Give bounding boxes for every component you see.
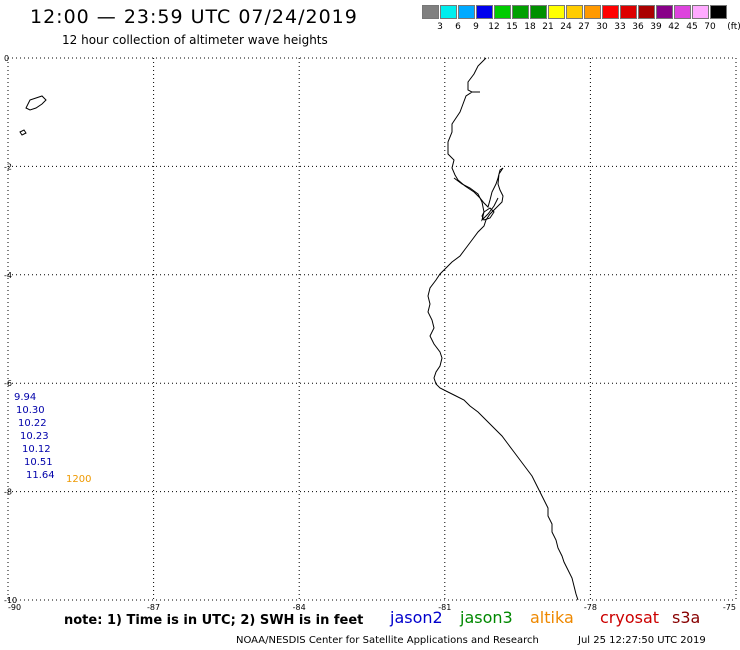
longitude-tick-label: -78 (584, 603, 597, 612)
longitude-tick-label: -90 (8, 603, 21, 612)
latitude-tick-label: -10 (4, 596, 17, 605)
map-subtitle: 12 hour collection of altimeter wave hei… (62, 33, 328, 47)
latitude-tick-label: -6 (4, 379, 12, 388)
satellite-jason2-label: jason2 (390, 608, 443, 627)
legend-label: 27 (578, 22, 590, 32)
galapagos-island-small (19, 129, 27, 136)
generated-date: Jul 25 12:27:50 UTC 2019 (578, 635, 706, 646)
longitude-tick-label: -84 (293, 603, 306, 612)
wave-height-value: 10.30 (16, 405, 45, 416)
satellite-altika-label: altika (530, 608, 574, 627)
legend-label: 3 (437, 22, 443, 32)
observation-time-label: 1200 (66, 474, 91, 485)
longitude-tick-label: -75 (723, 603, 736, 612)
legend-swatch (656, 5, 673, 19)
puna-island (481, 207, 495, 221)
wave-height-value: 11.64 (26, 470, 55, 481)
legend-labels: 3 6 9 12 15 18 21 24 27 30 33 36 39 42 45 70 (ft) (422, 22, 740, 34)
map-grid (7, 57, 737, 601)
legend-swatch (422, 5, 439, 19)
legend-swatch (620, 5, 637, 19)
legend-swatch (674, 5, 691, 19)
legend-label: 15 (506, 22, 518, 32)
legend-swatch (476, 5, 493, 19)
wave-height-value: 9.94 (14, 392, 36, 403)
longitude-tick-label: -81 (438, 603, 451, 612)
coastline-main (427, 57, 579, 601)
legend-label: 24 (560, 22, 572, 32)
wave-height-value: 10.51 (24, 457, 53, 468)
legend-label: 18 (524, 22, 536, 32)
wave-height-legend: 3 6 9 12 15 18 21 24 27 30 33 36 39 42 45 70 (ft) (422, 5, 740, 34)
legend-label: 70 (704, 22, 716, 32)
legend-swatch (602, 5, 619, 19)
map-title: 12:00 — 23:59 UTC 07/24/2019 (30, 6, 358, 28)
legend-label: 45 (686, 22, 698, 32)
satellite-jason3-label: jason3 (460, 608, 513, 627)
legend-swatch (530, 5, 547, 19)
legend-swatches (422, 5, 740, 19)
credit-text: NOAA/NESDIS Center for Satellite Applica… (236, 635, 539, 646)
coastline-gulf (453, 177, 499, 222)
satellite-cryosat-label: cryosat (600, 608, 660, 627)
observation-labels: 9.94 10.30 10.22 10.23 10.12 10.51 11.64 1200 (14, 392, 91, 485)
legend-swatch (458, 5, 475, 19)
wave-height-value: 10.12 (22, 444, 51, 455)
legend-label: 21 (542, 22, 554, 32)
legend-label: 12 (488, 22, 500, 32)
latitude-tick-label: -2 (4, 162, 12, 171)
legend-swatch (494, 5, 511, 19)
legend-label: 30 (596, 22, 608, 32)
legend-unit: (ft) (727, 22, 740, 32)
latitude-tick-label: -4 (4, 271, 12, 280)
legend-swatch (710, 5, 727, 19)
legend-label: 39 (650, 22, 662, 32)
legend-swatch (440, 5, 457, 19)
legend-swatch (566, 5, 583, 19)
galapagos-island-main (25, 95, 47, 111)
legend-swatch (692, 5, 709, 19)
legend-swatch (512, 5, 529, 19)
wave-height-value: 10.22 (18, 418, 47, 429)
wave-height-value: 10.23 (20, 431, 49, 442)
map-tick-labels: -90 -87 -84 -81 -78 -75 0 -2 -4 -6 -8 -10 (4, 54, 736, 612)
legend-label: 9 (473, 22, 479, 32)
legend-swatch (584, 5, 601, 19)
coastline (19, 57, 579, 601)
satellite-s3a-label: s3a (672, 608, 701, 627)
legend-swatch (548, 5, 565, 19)
legend-label: 33 (614, 22, 626, 32)
legend-label: 36 (632, 22, 644, 32)
units-note: note: 1) Time is in UTC; 2) SWH is in fe… (64, 613, 364, 628)
latitude-tick-label: 0 (4, 54, 9, 63)
legend-label: 6 (455, 22, 461, 32)
longitude-tick-label: -87 (147, 603, 160, 612)
legend-swatch (638, 5, 655, 19)
latitude-tick-label: -8 (4, 488, 12, 497)
legend-label: 42 (668, 22, 680, 32)
